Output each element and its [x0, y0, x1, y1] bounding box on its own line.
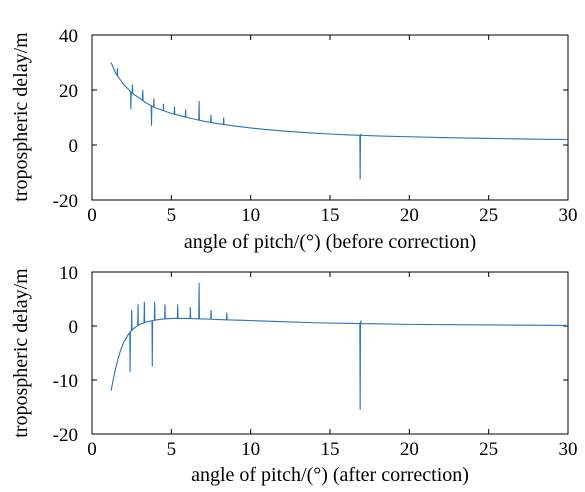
y-tick-label-bottom: 10	[59, 263, 78, 284]
x-tick-label-bottom: 25	[479, 439, 498, 460]
y-tick-label-bottom: -10	[53, 371, 78, 392]
y-axis-label-top: tropospheric delay/m	[10, 32, 32, 202]
y-tick-label-top: 40	[59, 26, 78, 47]
y-tick-label-top: -20	[53, 191, 78, 212]
x-tick-label-top: 30	[559, 205, 578, 226]
y-tick-label-bottom: 0	[69, 317, 79, 338]
x-tick-label-top: 5	[167, 205, 177, 226]
y-tick-label-top: 20	[59, 81, 78, 102]
x-tick-label-bottom: 20	[400, 439, 419, 460]
y-tick-label-bottom: -20	[53, 425, 78, 446]
x-tick-label-bottom: 30	[559, 439, 578, 460]
x-axis-label-top: angle of pitch/(°) (before correction)	[184, 231, 476, 253]
plot-frame-top	[91, 34, 569, 201]
x-tick-label-bottom: 0	[87, 439, 97, 460]
x-tick-label-top: 15	[321, 205, 340, 226]
x-tick-label-top: 0	[87, 205, 97, 226]
x-tick-label-top: 25	[479, 205, 498, 226]
y-axis-label-bottom: tropospheric delay/m	[10, 268, 32, 438]
chart-after-correction: 0 5 10 15 20 25 30 -20 -10 0 10 angle of pitch/(°)…	[10, 263, 578, 486]
axis-ticks-bottom: 0 5 10 15 20 25 30 -20 -10 0 10	[53, 263, 578, 460]
data-line-top	[110, 62, 569, 180]
x-tick-label-top: 10	[241, 205, 260, 226]
x-tick-label-top: 20	[400, 205, 419, 226]
data-line-bottom	[110, 282, 569, 410]
x-tick-label-bottom: 5	[167, 439, 177, 460]
plot-frame-bottom	[91, 271, 569, 435]
x-tick-label-bottom: 15	[321, 439, 340, 460]
x-axis-label-bottom: angle of pitch/(°) (after correction)	[191, 464, 469, 486]
axis-ticks-top: 0 5 10 15 20 25 30 -20 0 20 40	[53, 26, 578, 226]
y-tick-label-top: 0	[69, 136, 79, 157]
chart-before-correction: 0 5 10 15 20 25 30 -20 0 20 40 angle of pitch/(°) …	[10, 26, 578, 253]
x-tick-label-bottom: 10	[241, 439, 260, 460]
